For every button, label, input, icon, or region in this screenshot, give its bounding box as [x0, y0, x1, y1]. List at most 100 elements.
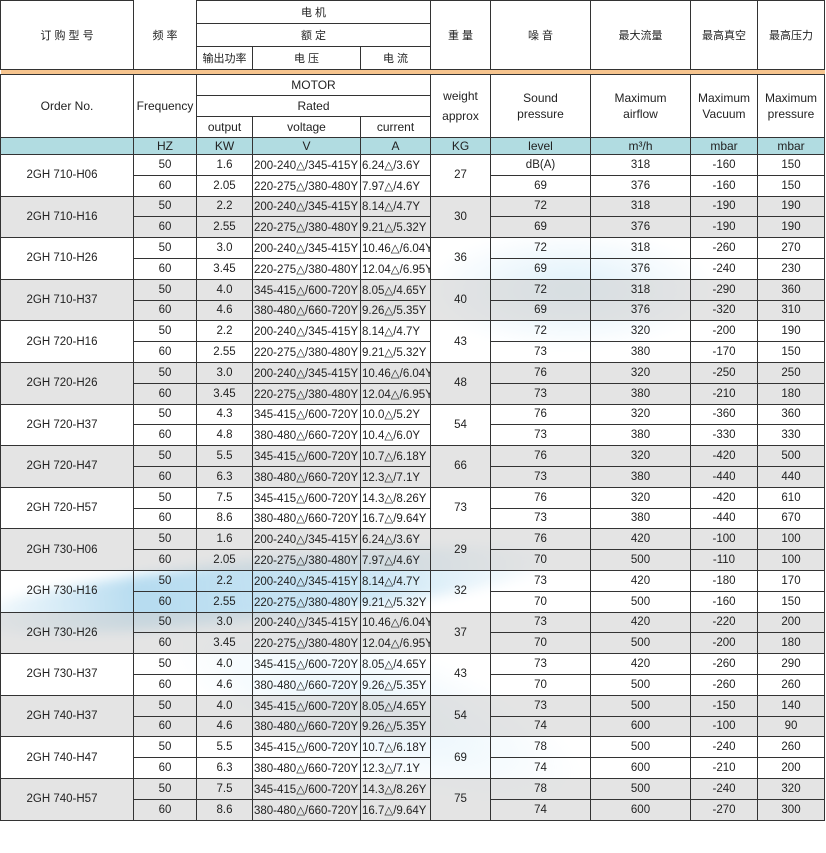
cell-frequency: 50: [133, 653, 197, 675]
header-vacuum: Maximum Vacuum: [690, 74, 758, 138]
table-row: 60 2.05 220-275△/380-480Y 7.97△/4.6Y 70 500 -1…: [1, 549, 825, 571]
cell-airflow: 318: [590, 154, 691, 176]
cell-airflow: 600: [590, 757, 691, 779]
cell-airflow: 320: [590, 320, 691, 343]
table-row: 2GH 740-H57 50 7.5 345-415△/600-720Y 14.3△/8…: [0, 777, 825, 821]
cell-airflow: 420: [590, 611, 691, 634]
cell-vacuum: -320: [690, 299, 758, 322]
cell-frequency: 50: [133, 528, 197, 551]
cell-noise: 69: [490, 299, 591, 322]
cell-frequency: 60: [133, 798, 197, 821]
cell-vacuum: -200: [690, 632, 758, 655]
cell-voltage: 380-480△/660-720Y: [252, 715, 361, 738]
cell-airflow: 380: [590, 382, 691, 405]
cell-vacuum: -250: [690, 361, 758, 384]
cell-vacuum: -420: [690, 445, 758, 467]
cell-noise: 73: [490, 507, 591, 530]
cell-vacuum: -240: [690, 257, 758, 280]
cell-output: 4.6: [196, 673, 253, 696]
cell-pressure: 150: [757, 590, 825, 613]
cell-frequency: 50: [133, 195, 197, 218]
header-order-no-cn: 订 购 型 号: [0, 0, 134, 70]
cell-current: 9.21△/5.32Y: [360, 341, 431, 363]
cell-output: 3.45: [196, 632, 253, 655]
cell-frequency: 60: [133, 424, 197, 447]
cell-frequency: 50: [133, 154, 197, 176]
cell-frequency: 60: [133, 590, 197, 613]
unit-a: A: [360, 137, 431, 155]
header-airflow: Maximum airflow: [590, 74, 691, 138]
cell-current: 10.0△/5.2Y: [360, 403, 431, 426]
cell-frequency: 50: [133, 445, 197, 467]
header-rated-cn: 额 定: [196, 23, 431, 47]
table-row: 2GH 730-H06 50 1.6 200-240△/345-415Y 6.24△/3…: [0, 528, 825, 571]
table-row: 2GH 720-H47 50 5.5 345-415△/600-720Y 10.7△/6…: [0, 445, 825, 488]
cell-model: 2GH 710-H16: [0, 195, 134, 239]
cell-airflow: 376: [590, 257, 691, 280]
cell-noise: 70: [490, 549, 591, 571]
cell-current: 9.26△/5.35Y: [360, 715, 431, 738]
cell-voltage: 380-480△/660-720Y: [252, 673, 361, 696]
cell-voltage: 345-415△/600-720Y: [252, 486, 361, 509]
cell-frequency: 50: [133, 611, 197, 634]
cell-weight: 48: [430, 361, 491, 405]
cell-current: 14.3△/8.26Y: [360, 777, 431, 800]
cell-output: 3.0: [196, 237, 253, 259]
cell-voltage: 200-240△/345-415Y: [252, 528, 361, 551]
cell-airflow: 318: [590, 278, 691, 301]
cell-airflow: 500: [590, 777, 691, 800]
cell-voltage: 345-415△/600-720Y: [252, 445, 361, 467]
header-motor-cn: 电 机: [196, 0, 431, 24]
cell-pressure: 330: [757, 424, 825, 447]
cell-frequency: 50: [133, 777, 197, 800]
cell-frequency: 50: [133, 486, 197, 509]
cell-noise: 76: [490, 486, 591, 509]
cell-frequency: 50: [133, 320, 197, 343]
cell-voltage: 220-275△/380-480Y: [252, 257, 361, 280]
header-pressure-cn: 最高压力: [757, 0, 825, 70]
product-spec-table: 订 购 型 号 频 率 电 机 重 量 噪 音 最大流量 最高真空 最高压力 额…: [0, 0, 825, 821]
cell-weight: 36: [430, 237, 491, 280]
cell-frequency: 50: [133, 736, 197, 759]
unit-airflow: m³/h: [590, 137, 691, 155]
cell-frequency: 60: [133, 632, 197, 655]
cell-pressure: 260: [757, 673, 825, 696]
header-row-cn: 订 购 型 号 频 率 电 机 重 量 噪 音 最大流量 最高真空 最高压力: [0, 0, 825, 70]
cell-vacuum: -110: [690, 549, 758, 571]
cell-noise: 70: [490, 590, 591, 613]
cell-voltage: 380-480△/660-720Y: [252, 424, 361, 447]
cell-vacuum: -420: [690, 486, 758, 509]
cell-pressure: 250: [757, 361, 825, 384]
cell-output: 2.55: [196, 590, 253, 613]
cell-frequency: 60: [133, 549, 197, 571]
cell-output: 2.05: [196, 174, 253, 197]
cell-airflow: 318: [590, 195, 691, 218]
cell-voltage: 380-480△/660-720Y: [252, 798, 361, 821]
cell-noise: 78: [490, 777, 591, 800]
cell-model: 2GH 740-H47: [0, 736, 134, 779]
cell-voltage: 380-480△/660-720Y: [252, 299, 361, 322]
cell-frequency: 50: [133, 694, 197, 717]
cell-airflow: 600: [590, 715, 691, 738]
cell-noise: 76: [490, 361, 591, 384]
cell-output: 7.5: [196, 486, 253, 509]
cell-current: 6.24△/3.6Y: [360, 154, 431, 176]
cell-vacuum: -150: [690, 694, 758, 717]
cell-frequency: 60: [133, 174, 197, 197]
cell-model: 2GH 730-H26: [0, 611, 134, 655]
cell-current: 7.97△/4.6Y: [360, 174, 431, 197]
cell-model: 2GH 720-H47: [0, 445, 134, 488]
cell-output: 3.45: [196, 257, 253, 280]
cell-vacuum: -290: [690, 278, 758, 301]
cell-current: 8.14△/4.7Y: [360, 195, 431, 218]
table-row: 2GH 710-H06 50 1.6 200-240△/345-415Y 6.24△/3…: [0, 154, 825, 197]
cell-current: 8.05△/4.65Y: [360, 694, 431, 717]
cell-pressure: 170: [757, 569, 825, 592]
cell-noise: 74: [490, 798, 591, 821]
header-row-en: Order No. Frequency MOTOR weight approx …: [0, 74, 825, 138]
cell-voltage: 220-275△/380-480Y: [252, 216, 361, 239]
header-frequency-cn: 频 率: [133, 0, 197, 70]
cell-vacuum: -160: [690, 174, 758, 197]
cell-current: 9.26△/5.35Y: [360, 673, 431, 696]
cell-voltage: 345-415△/600-720Y: [252, 694, 361, 717]
